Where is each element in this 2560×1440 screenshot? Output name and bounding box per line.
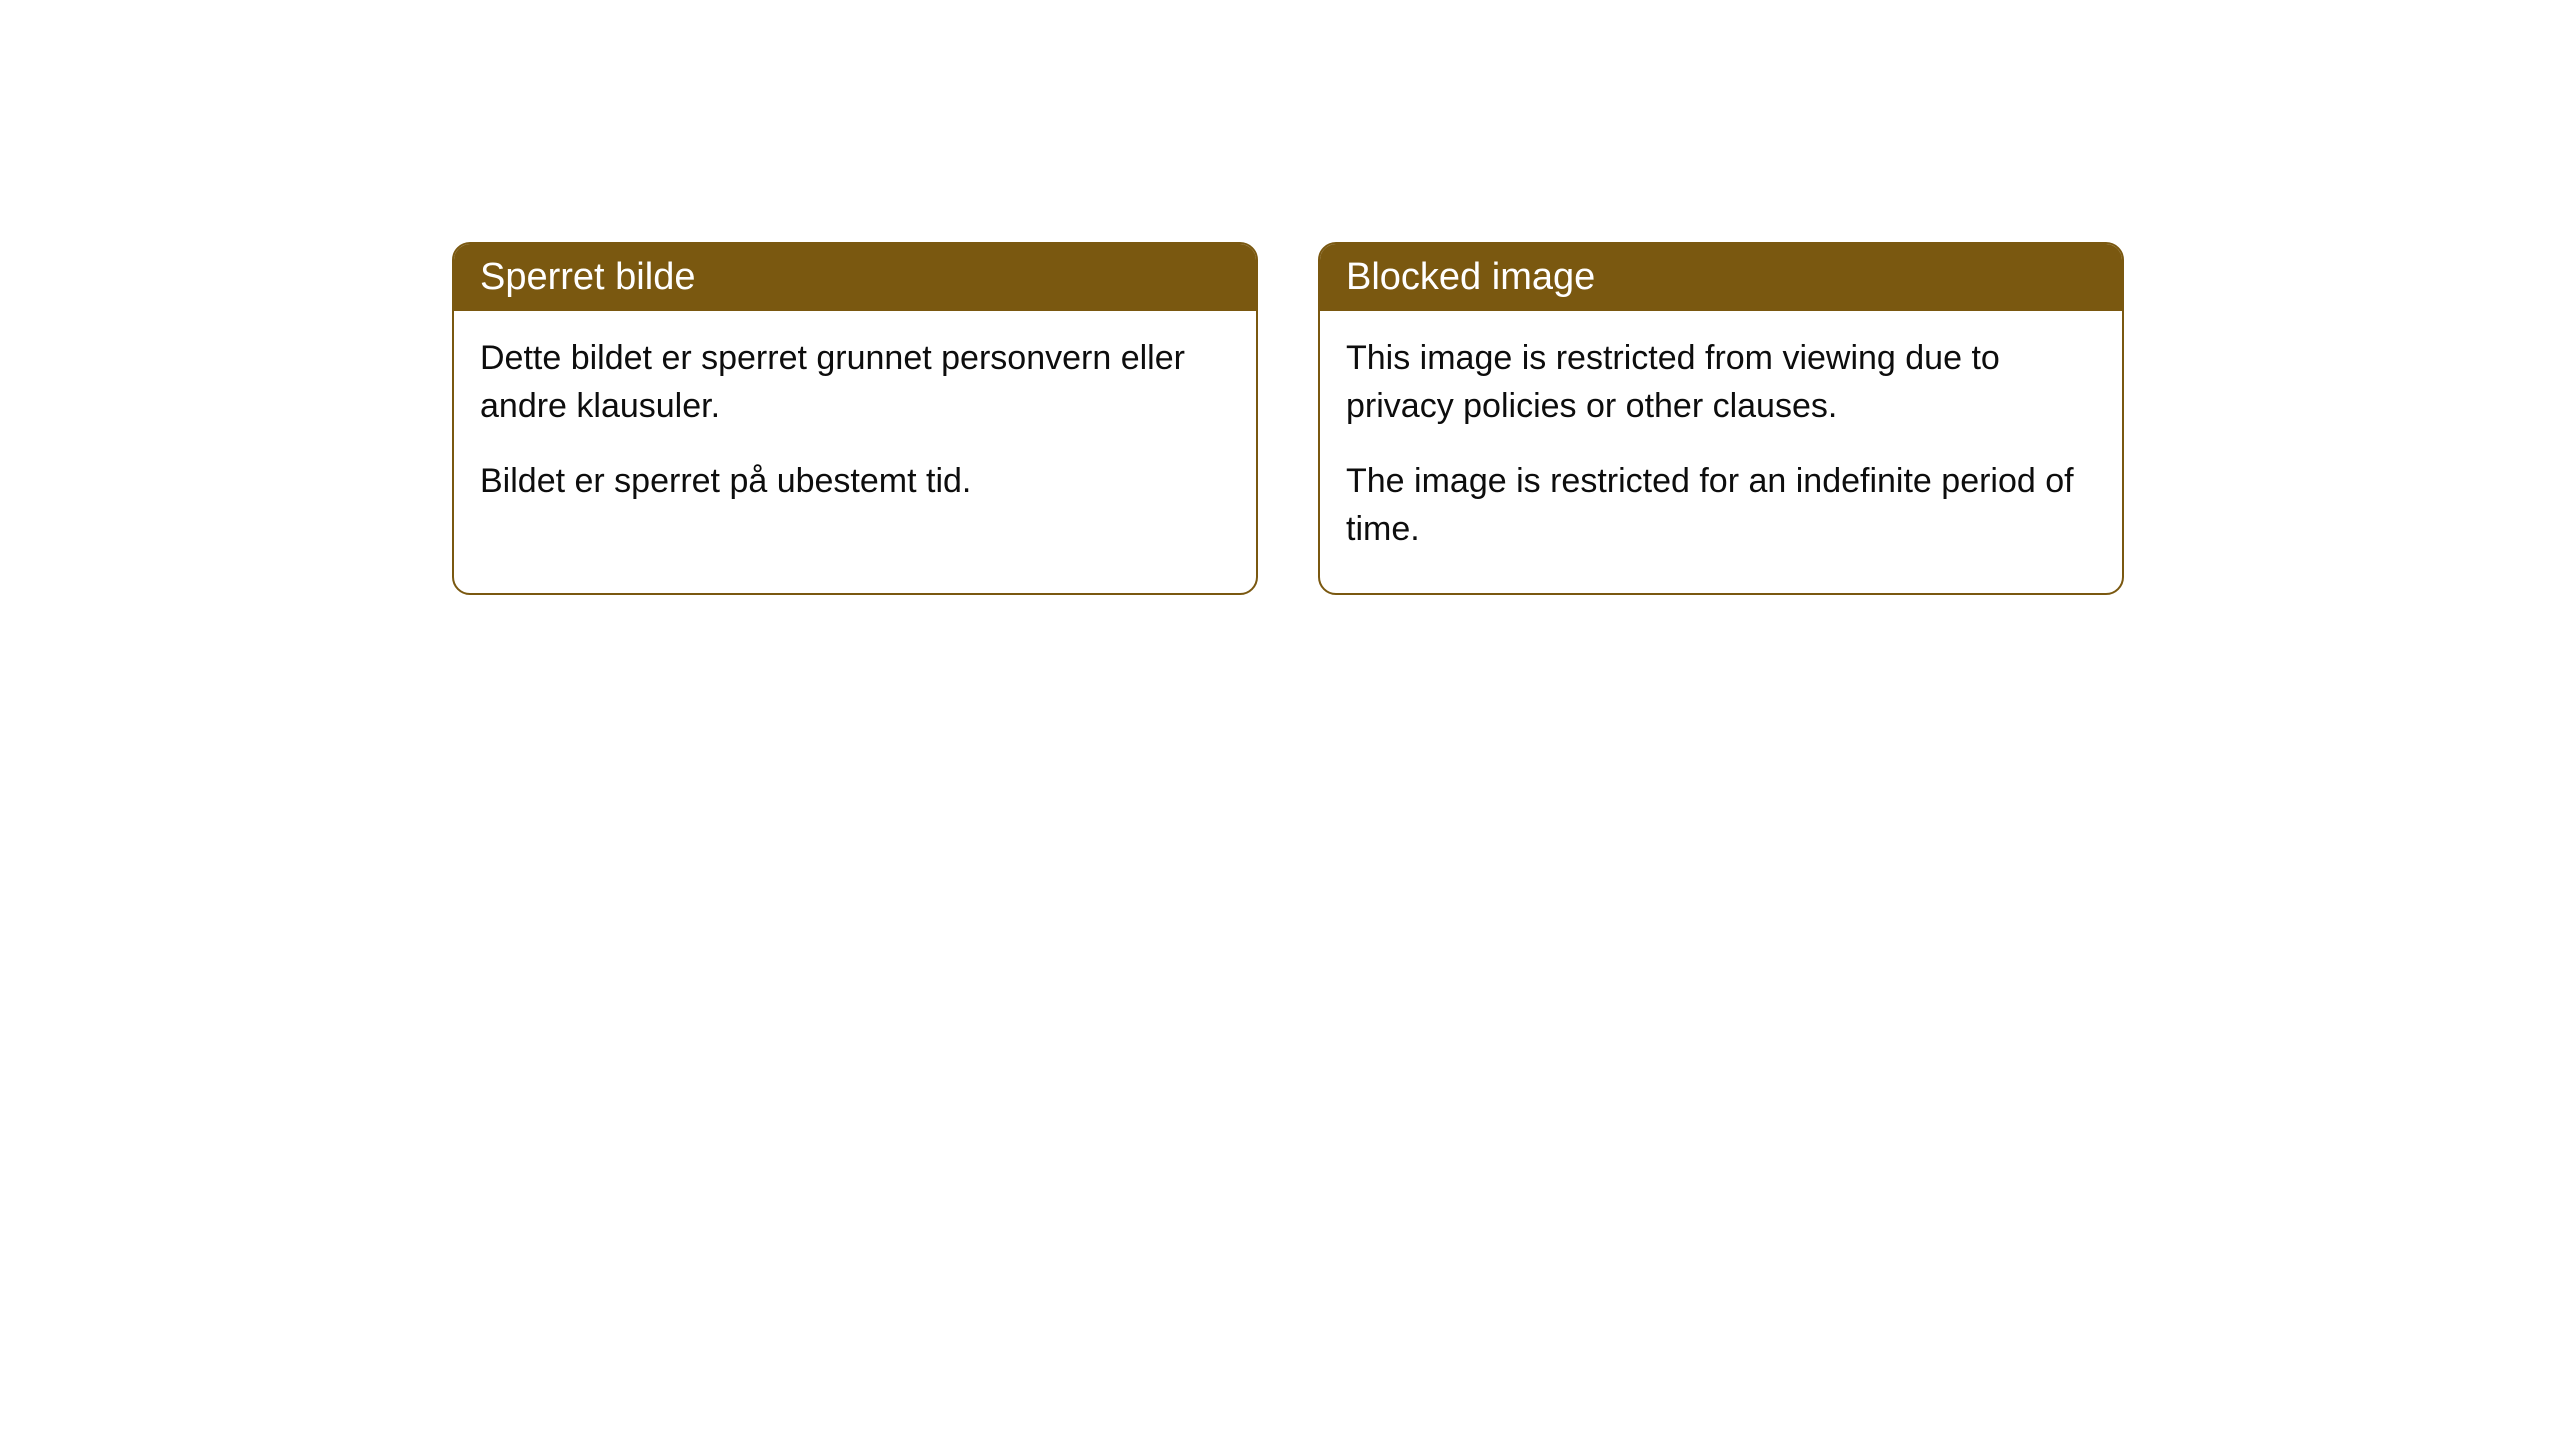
card-paragraph-english-2: The image is restricted for an indefinit… [1346,458,2096,553]
card-paragraph-english-1: This image is restricted from viewing du… [1346,335,2096,430]
card-body-norwegian: Dette bildet er sperret grunnet personve… [454,311,1256,546]
card-body-english: This image is restricted from viewing du… [1320,311,2122,593]
card-paragraph-norwegian-1: Dette bildet er sperret grunnet personve… [480,335,1230,430]
card-paragraph-norwegian-2: Bildet er sperret på ubestemt tid. [480,458,1230,506]
card-header-english: Blocked image [1320,244,2122,311]
blocked-image-card-english: Blocked image This image is restricted f… [1318,242,2124,595]
cards-container: Sperret bilde Dette bildet er sperret gr… [452,242,2560,595]
card-title-norwegian: Sperret bilde [480,256,695,298]
blocked-image-card-norwegian: Sperret bilde Dette bildet er sperret gr… [452,242,1258,595]
card-header-norwegian: Sperret bilde [454,244,1256,311]
card-title-english: Blocked image [1346,256,1595,298]
